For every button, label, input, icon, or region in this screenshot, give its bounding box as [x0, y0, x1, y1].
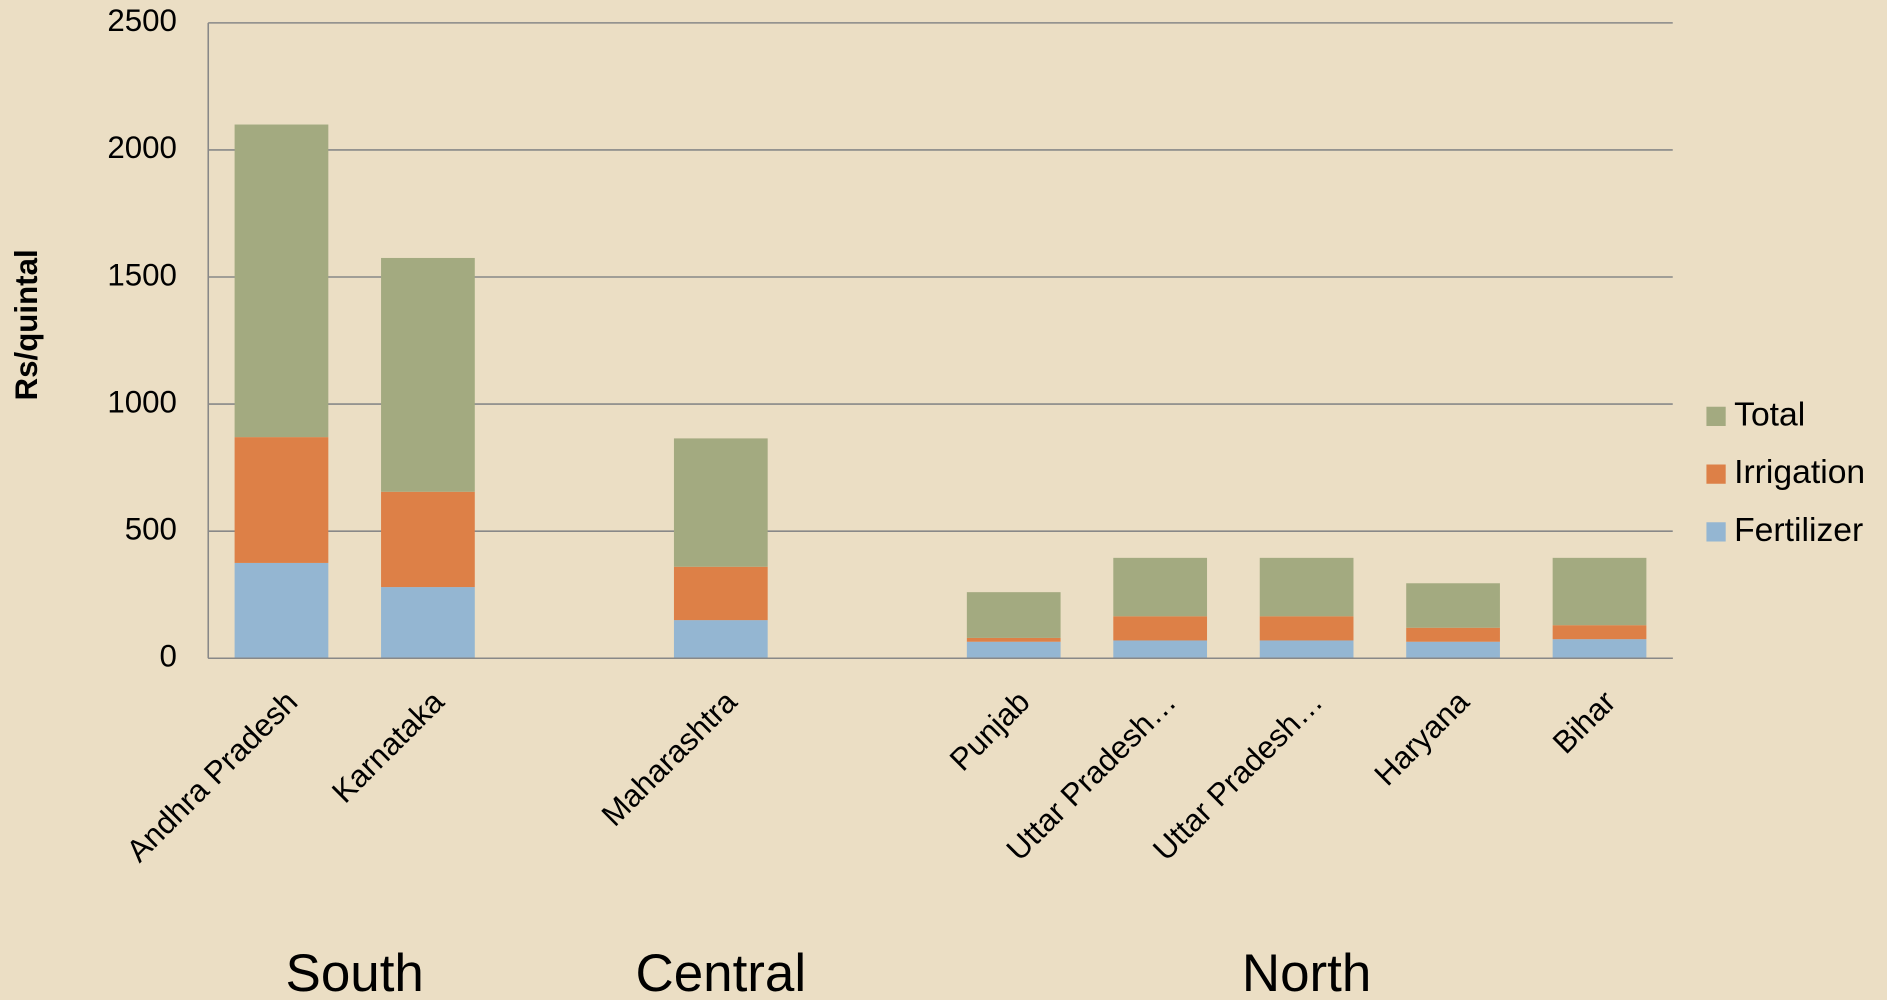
bar-segment [234, 124, 329, 438]
group-label: North [1242, 944, 1371, 1000]
bar-segment [381, 491, 475, 588]
bar-segment [1406, 583, 1500, 628]
bar-segment [1113, 640, 1208, 659]
bar-segment [1259, 557, 1354, 617]
x-tick-label: Punjab [943, 684, 1037, 778]
group-label: Central [635, 944, 806, 1000]
bar-segment [1113, 616, 1208, 641]
bar-segment [966, 592, 1061, 638]
bar-segment [1259, 640, 1354, 659]
legend-swatch [1706, 522, 1726, 542]
bar-segment [966, 637, 1061, 642]
legend-label: Fertilizer [1734, 512, 1863, 549]
bar-segment [1113, 557, 1208, 617]
x-tick-label: Karnataka [325, 684, 451, 810]
bar-segment [1406, 627, 1500, 642]
group-label: South [286, 944, 424, 1000]
y-tick-label: 2000 [107, 130, 177, 165]
bar-segment [381, 257, 475, 492]
y-axis-label: Rs/quintal [9, 249, 44, 400]
legend-label: Total [1734, 396, 1805, 433]
x-tick-label: Maharashtra [595, 684, 744, 833]
y-tick-label: 1000 [107, 384, 177, 419]
y-tick-label: 0 [160, 639, 177, 674]
x-tick-label: Haryana [1368, 684, 1477, 793]
y-tick-label: 1500 [107, 257, 177, 292]
bar-segment [673, 566, 768, 621]
bar-segment [1552, 639, 1647, 659]
bar-segment [1552, 557, 1647, 626]
legend-label: Irrigation [1734, 454, 1865, 491]
bar-segment [673, 438, 768, 567]
y-tick-label: 2500 [107, 3, 177, 38]
legend-swatch [1706, 406, 1726, 426]
x-tick-label: Andhra Pradesh [120, 684, 305, 869]
y-tick-label: 500 [125, 511, 177, 546]
x-tick-label: Bihar [1546, 684, 1622, 760]
bar-segment [966, 641, 1061, 659]
bar-segment [234, 437, 329, 563]
bar-segment [1406, 641, 1500, 659]
bar-segment [1259, 616, 1354, 641]
legend-swatch [1706, 464, 1726, 484]
bar-segment [673, 620, 768, 659]
bar-segment [234, 562, 329, 659]
bar-segment [381, 587, 475, 659]
bar-segment [1552, 625, 1647, 640]
